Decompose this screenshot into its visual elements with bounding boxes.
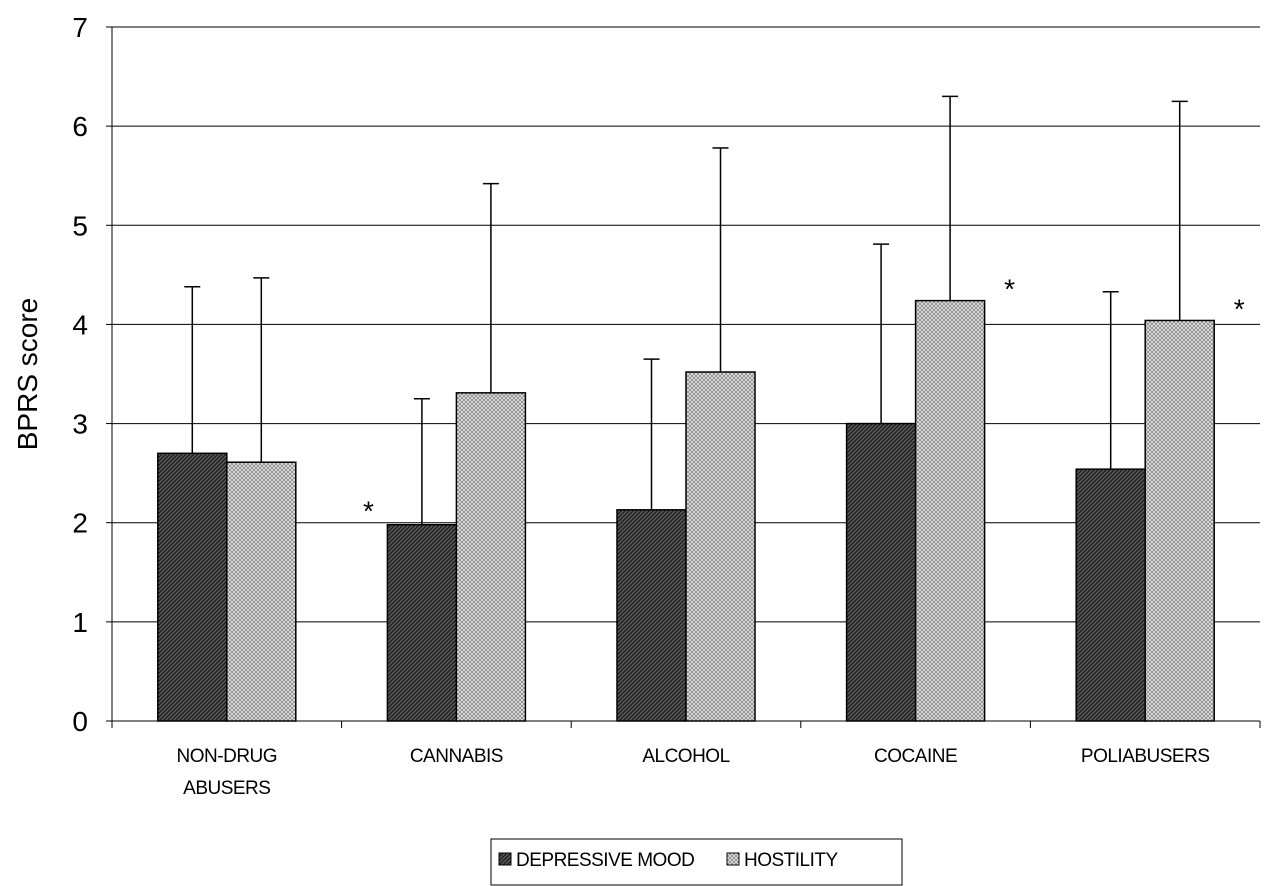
bar-hostility xyxy=(685,371,756,722)
significance-marker: * xyxy=(1004,274,1015,305)
bar-depressive-mood xyxy=(616,509,687,722)
bar-hostility xyxy=(1144,319,1215,722)
y-tick-label: 5 xyxy=(72,210,88,241)
y-tick-label: 0 xyxy=(72,706,88,737)
x-tick-label: ALCOHOL xyxy=(642,746,729,767)
legend: DEPRESSIVE MOOD HOSTILITY xyxy=(490,838,903,886)
bars xyxy=(157,299,1215,722)
legend-swatch-depressive-mood xyxy=(498,852,512,866)
bar-depressive-mood xyxy=(157,452,228,722)
x-tick-label: POLIABUSERS xyxy=(1081,746,1210,767)
legend-box xyxy=(490,838,903,886)
labels: 0 1 2 3 4 5 6 7 NON-DRUG ABUSERS * CANNABIS ALCOHOL *… xyxy=(12,12,1245,799)
significance-marker: * xyxy=(1234,293,1245,324)
y-tick-label: 1 xyxy=(72,607,88,638)
y-tick-label: 6 xyxy=(72,111,88,142)
y-tick-label: 4 xyxy=(72,309,88,340)
x-tick-label: COCAINE xyxy=(874,746,957,767)
y-tick-label: 3 xyxy=(72,409,88,440)
error-bars xyxy=(184,95,1188,525)
bar-depressive-mood xyxy=(845,422,917,722)
legend-swatch-hostility xyxy=(726,852,740,866)
legend-label: DEPRESSIVE MOOD xyxy=(516,850,694,871)
y-tick-label: 2 xyxy=(72,508,88,539)
bar-hostility xyxy=(914,299,986,722)
bar-hostility xyxy=(226,461,297,722)
x-tick-label: ABUSERS xyxy=(183,778,270,799)
axes xyxy=(106,26,1261,728)
x-tick-label: NON-DRUG xyxy=(177,746,278,767)
x-tick-label: CANNABIS xyxy=(410,746,503,767)
y-tick-label: 7 xyxy=(72,12,88,43)
bar-depressive-mood xyxy=(386,523,458,722)
bar-hostility xyxy=(455,392,527,722)
legend-label: HOSTILITY xyxy=(744,850,839,871)
y-axis-title: BPRS score xyxy=(12,298,43,451)
significance-marker: * xyxy=(363,496,374,527)
bar-depressive-mood xyxy=(1075,468,1146,722)
